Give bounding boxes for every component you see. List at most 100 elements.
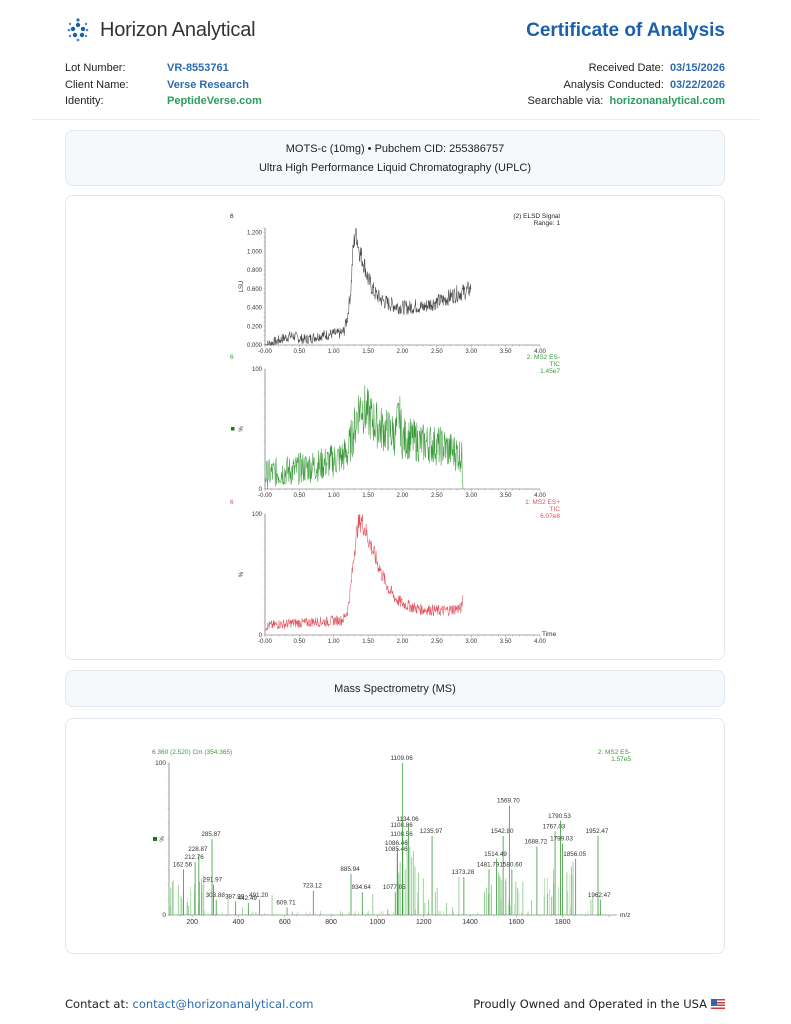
peak-label: 934.64 <box>352 884 372 891</box>
chart-corner-label: 6 <box>230 499 234 506</box>
peak-label: 609.71 <box>276 899 296 906</box>
x-tick-label: 1.00 <box>328 639 340 645</box>
x-tick-label: 2.00 <box>397 349 409 355</box>
contact-email-link[interactable]: contact@horizonanalytical.com <box>132 997 314 1011</box>
header-divider <box>32 119 759 120</box>
x-tick-label: 200 <box>186 919 198 926</box>
client-name-label: Client Name: <box>65 78 129 91</box>
contact-label: Contact at: <box>65 997 129 1011</box>
x-tick-label: 1.50 <box>362 349 374 355</box>
chart-corner-label: 6 <box>230 354 234 361</box>
chart-title-line: 6.07e8 <box>540 513 560 520</box>
peak-label: 1569.70 <box>497 798 520 805</box>
chart-title-line: 1: MS2 ES+ <box>525 499 560 506</box>
peak-label: 1799.03 <box>550 836 573 843</box>
x-tick-label: 4.00 <box>534 639 546 645</box>
uplc-chart-panel: 6 (2) ELSD Signal Range: 1 -0.00 0.50 1.00 1.5… <box>65 195 725 660</box>
y-tick-label: 0.600 <box>247 287 263 293</box>
x-tick-label: 1400 <box>462 919 478 926</box>
peak-label: 387.99 <box>225 893 245 900</box>
x-tick-label: 1.50 <box>362 639 374 645</box>
method-line: Ultra High Performance Liquid Chromatogr… <box>258 162 532 174</box>
analysis-info: Received Date: 03/15/2026 Analysis Condu… <box>528 60 725 110</box>
molecule-dots-icon <box>67 18 89 42</box>
x-tick-label: 1000 <box>370 919 386 926</box>
peak-label: 1688.72 <box>525 839 548 846</box>
x-tick-label: -0.00 <box>258 639 272 645</box>
lot-number-label: Lot Number: <box>65 62 126 74</box>
x-axis-label: m/z <box>620 912 630 919</box>
peak-label: 1373.28 <box>451 869 474 876</box>
y-tick-label: 1.200 <box>247 231 263 237</box>
document-title: Certificate of Analysis <box>526 20 725 41</box>
x-tick-label: 0.50 <box>294 639 306 645</box>
series-marker-icon <box>231 427 235 431</box>
chart-title-line: (2) ELSD Signal <box>513 213 560 220</box>
x-tick-label: 4.00 <box>534 349 546 355</box>
y-tick-label: 0.400 <box>247 306 263 312</box>
chart-title-line: 2: MS2 ES- <box>527 354 560 361</box>
identity-label: Identity: <box>65 95 104 107</box>
searchable-via-row: Searchable via: horizonanalytical.com <box>528 93 725 110</box>
peak-label: 1952.47 <box>586 828 609 835</box>
x-tick-label: 1.50 <box>362 493 374 499</box>
usa-text: Proudly Owned and Operated in the USA <box>473 997 707 1011</box>
client-name-value: Verse Research <box>167 78 249 91</box>
client-name-row: Client Name: Verse Research <box>65 77 262 94</box>
x-tick-label: 4.00 <box>534 493 546 499</box>
ms2-es-pos-tic-trace <box>264 513 464 631</box>
peak-label: 291.97 <box>203 877 223 884</box>
x-tick-label: 1200 <box>416 919 432 926</box>
peak-label: 1790.53 <box>548 813 571 820</box>
searchable-via-value: horizonanalytical.com <box>609 95 725 107</box>
x-tick-label: 1.00 <box>328 349 340 355</box>
y-tick-label: 0.200 <box>247 324 263 330</box>
x-tick-label: 2.50 <box>431 349 443 355</box>
ms-section-header: Mass Spectrometry (MS) <box>65 670 725 707</box>
x-axis-label: Time <box>542 631 557 638</box>
y-tick-label: 0.000 <box>247 343 263 349</box>
y-tick-label: 0 <box>162 912 166 919</box>
compound-line: MOTS-c (10mg) • Pubchem CID: 255386757 <box>285 143 505 155</box>
series-marker-icon <box>153 837 157 841</box>
x-tick-label: -0.00 <box>258 493 272 499</box>
peak-label: 885.94 <box>340 866 360 873</box>
y-tick-label: 1.000 <box>247 249 263 255</box>
y-axis-label: LSU <box>239 281 245 293</box>
peak-label: 1856.05 <box>563 851 586 858</box>
peak-label: 1134.06 <box>396 816 419 823</box>
sample-info: Lot Number: VR-8553761 Client Name: Vers… <box>65 60 262 110</box>
x-tick-label: 2.50 <box>431 493 443 499</box>
peak-label: 212.76 <box>184 854 204 861</box>
ms-chart-panel: 6 360 (2.520) Cm (354:365) 2: MS2 ES- 1.57… <box>65 718 725 954</box>
analysis-conducted-label: Analysis Conducted: <box>563 78 664 91</box>
x-tick-label: 0.50 <box>294 349 306 355</box>
chart-title-line: 1.45e7 <box>540 368 560 375</box>
peak-label: 723.12 <box>303 883 323 890</box>
spectrum-title-line: 1.57e5 <box>611 756 631 763</box>
x-tick-label: 1600 <box>509 919 525 926</box>
x-tick-label: 2.00 <box>397 493 409 499</box>
identity-row: Identity: PeptideVerse.com <box>65 93 262 110</box>
x-tick-label: 1.00 <box>328 493 340 499</box>
peak-label: 1109.06 <box>391 755 414 762</box>
uplc-section-header: MOTS-c (10mg) • Pubchem CID: 255386757 U… <box>65 130 725 186</box>
peak-label: 1108.86 <box>390 822 413 829</box>
mass-spectrum: 6 360 (2.520) Cm (354:365) 2: MS2 ES-1.57… <box>152 749 631 926</box>
x-tick-label: 600 <box>279 919 291 926</box>
x-tick-label: 1800 <box>555 919 571 926</box>
chart-title-line: Range: 1 <box>534 220 561 227</box>
footer-contact: Contact at: contact@horizonanalytical.co… <box>65 997 314 1011</box>
brand-logo: Horizon Analytical <box>64 16 256 44</box>
x-tick-label: 2.00 <box>397 639 409 645</box>
received-date-value: 03/15/2026 <box>669 62 725 74</box>
lot-number-row: Lot Number: VR-8553761 <box>65 60 262 77</box>
x-tick-label: -0.00 <box>258 349 272 355</box>
peak-label: 1481.79 <box>477 861 500 868</box>
ms2-es-neg-tic-trace <box>264 385 464 490</box>
analysis-conducted-row: Analysis Conducted: 03/22/2026 <box>528 77 725 94</box>
us-flag-icon <box>711 999 725 1009</box>
